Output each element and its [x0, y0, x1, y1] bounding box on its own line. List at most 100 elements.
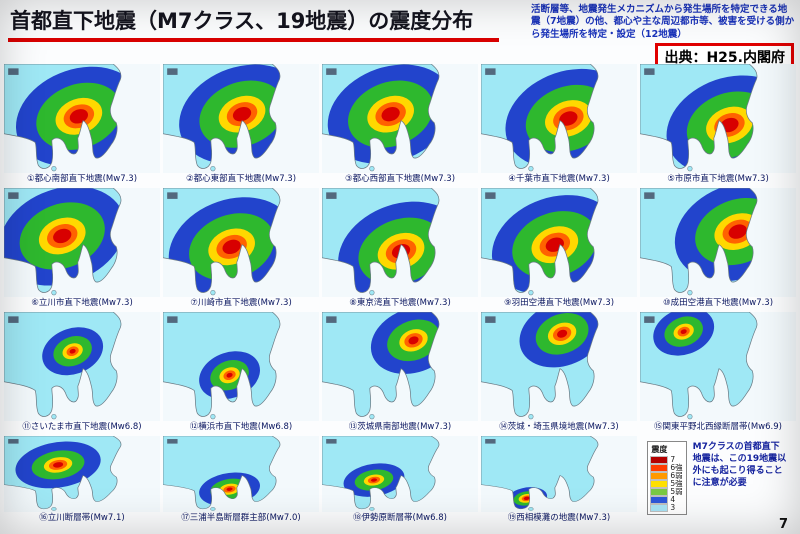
- map-cell: ⑲西相模灘の地震(Mw7.3): [481, 436, 637, 526]
- map-inset-box: [326, 68, 337, 75]
- map-cell: ⑤市原市直下地震(Mw7.3): [640, 64, 796, 186]
- legend-row: 6強: [650, 463, 683, 472]
- intensity-map: [481, 64, 637, 173]
- legend-swatch: [650, 464, 669, 472]
- intensity-map: [163, 312, 319, 421]
- map-caption: ⑰三浦半島断層群主部(Mw7.0): [181, 513, 301, 523]
- legend-title: 震度: [651, 445, 668, 454]
- intensity-map: [640, 312, 796, 421]
- map-caption: ⑯立川断層帯(Mw7.1): [39, 513, 125, 523]
- map-inset-box: [167, 192, 178, 199]
- map-caption: ⑦川崎市直下地震(Mw7.3): [190, 298, 292, 308]
- intensity-map: [4, 436, 160, 512]
- legend-note: M7クラスの首都直下地震は、この19地震以外にも起こり得ることに注意が必要: [692, 442, 787, 489]
- intensity-map: [4, 188, 160, 297]
- legend-row: 4: [650, 495, 682, 504]
- legend-swatch: [650, 496, 669, 504]
- legend-label: 6弱: [670, 471, 683, 480]
- legend-row: 6弱: [650, 471, 683, 480]
- legend-label: 4: [670, 495, 676, 504]
- intensity-map: [481, 436, 637, 512]
- map-cell: ⑦川崎市直下地震(Mw7.3): [163, 188, 319, 310]
- intensity-legend: 震度 7 6強 6弱 5強 5弱 4 3: [647, 441, 687, 515]
- izu-oshima-island: [528, 289, 534, 296]
- legend-rows: 7 6強 6弱 5強 5弱 4 3: [650, 455, 683, 512]
- legend-row: 5強: [650, 480, 683, 488]
- map-caption: ⑫横浜市直下地震(Mw6.8): [189, 422, 293, 432]
- page-number: 7: [778, 517, 788, 532]
- legend-label: 3: [670, 503, 676, 512]
- map-cell: ⑱伊勢原断層帯(Mw6.8): [322, 436, 478, 526]
- map-inset-box: [8, 316, 19, 323]
- map-cell: ⑫横浜市直下地震(Mw6.8): [163, 312, 319, 434]
- map-caption: ⑧東京湾直下地震(Mw7.3): [349, 298, 451, 308]
- izu-oshima-island: [369, 165, 375, 172]
- legend-label: 6強: [670, 463, 683, 472]
- izu-oshima-island: [528, 413, 534, 420]
- map-inset-box: [8, 439, 19, 444]
- map-inset-box: [485, 68, 496, 75]
- map-caption: ⑩成田空港直下地震(Mw7.3): [662, 298, 774, 308]
- map-inset-box: [485, 192, 496, 199]
- intensity-map: [163, 64, 319, 173]
- intensity-map: [322, 188, 478, 297]
- map-cell: ⑧東京湾直下地震(Mw7.3): [322, 188, 478, 310]
- map-caption: ③都心西部直下地震(Mw7.3): [344, 174, 456, 184]
- map-caption: ⑭茨城・埼玉県境地震(Mw7.3): [499, 422, 619, 432]
- legend-label: 5弱: [670, 487, 683, 496]
- map-caption: ②都心東部直下地震(Mw7.3): [185, 174, 297, 184]
- intensity-map: [640, 188, 796, 297]
- map-cell: ①都心南部直下地震(Mw7.3): [4, 64, 160, 186]
- map-inset-box: [8, 68, 19, 75]
- intensity-map: [322, 64, 478, 173]
- izu-oshima-island: [369, 289, 375, 296]
- map-caption: ⑤市原市直下地震(Mw7.3): [667, 174, 769, 184]
- map-inset-box: [644, 316, 655, 323]
- legend-label: 7: [670, 455, 676, 464]
- map-cell: ⑪さいたま市直下地震(Mw6.8): [4, 312, 160, 434]
- map-grid: ①都心南部直下地震(Mw7.3) ②都心東部直下地震(Mw7.3) ③都心西部直下地…: [4, 64, 796, 526]
- map-inset-box: [326, 439, 337, 444]
- map-cell: ⑯立川断層帯(Mw7.1): [4, 436, 160, 526]
- legend-swatch: [650, 488, 669, 496]
- izu-oshima-island: [51, 289, 57, 296]
- map-caption: ①都心南部直下地震(Mw7.3): [26, 174, 138, 184]
- map-inset-box: [485, 439, 496, 444]
- izu-oshima-island: [210, 507, 216, 511]
- map-caption: ④千葉市直下地震(Mw7.3): [508, 174, 610, 184]
- map-caption: ⑬茨城県南部地震(Mw7.3): [348, 422, 452, 432]
- izu-oshima-island: [369, 413, 375, 420]
- intensity-map: [322, 312, 478, 421]
- map-inset-box: [326, 192, 337, 199]
- izu-oshima-island: [687, 289, 693, 296]
- map-cell: ③都心西部直下地震(Mw7.3): [322, 64, 478, 186]
- map-inset-box: [644, 68, 655, 75]
- map-inset-box: [167, 68, 178, 75]
- map-inset-box: [326, 316, 337, 323]
- legend-swatch: [650, 480, 669, 488]
- map-cell: ⑩成田空港直下地震(Mw7.3): [640, 188, 796, 310]
- map-inset-box: [644, 192, 655, 199]
- legend-swatch: [650, 504, 669, 512]
- izu-oshima-island: [687, 165, 693, 172]
- page-title: 首都直下地震（M7クラス、19地震）の震度分布: [8, 5, 500, 42]
- intensity-map: [4, 312, 160, 421]
- intensity-map: [481, 188, 637, 297]
- map-cell: ⑭茨城・埼玉県境地震(Mw7.3): [481, 312, 637, 434]
- intensity-map: [322, 436, 478, 512]
- map-cell: ⑥立川市直下地震(Mw7.3): [4, 188, 160, 310]
- intensity-map: [163, 188, 319, 297]
- izu-oshima-island: [210, 413, 216, 420]
- map-inset-box: [485, 316, 496, 323]
- izu-oshima-island: [210, 289, 216, 296]
- intensity-map: [4, 64, 160, 173]
- izu-oshima-island: [51, 165, 57, 172]
- map-cell: ⑬茨城県南部地震(Mw7.3): [322, 312, 478, 434]
- legend-swatch: [650, 456, 669, 464]
- map-cell: ④千葉市直下地震(Mw7.3): [481, 64, 637, 186]
- izu-oshima-island: [528, 507, 534, 511]
- map-caption: ⑱伊勢原断層帯(Mw6.8): [353, 513, 447, 523]
- izu-oshima-island: [687, 413, 693, 420]
- izu-oshima-island: [51, 413, 57, 420]
- intensity-map: [481, 312, 637, 421]
